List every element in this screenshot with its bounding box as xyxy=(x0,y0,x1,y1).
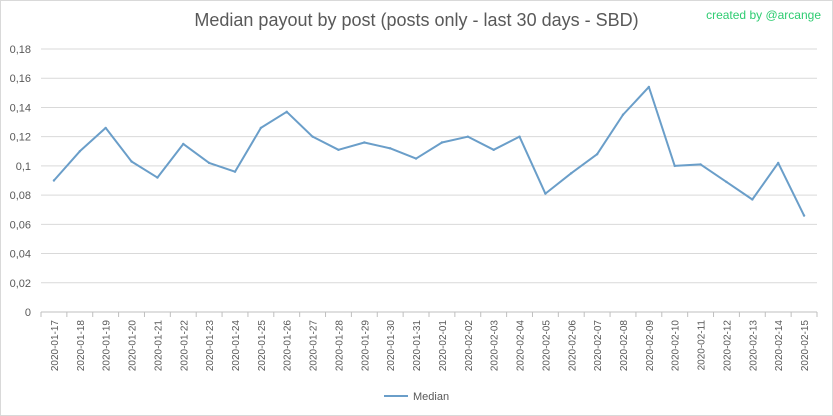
data-point xyxy=(233,170,237,173)
x-tick-label: 2020-01-24 xyxy=(231,320,242,372)
data-point xyxy=(337,148,340,152)
data-point xyxy=(777,161,780,165)
x-tick-label: 2020-02-09 xyxy=(645,320,656,372)
y-tick-label: 0,1 xyxy=(16,161,31,173)
data-point xyxy=(156,176,159,179)
data-point xyxy=(544,192,547,195)
data-point xyxy=(725,180,728,184)
data-point xyxy=(182,142,185,146)
data-point xyxy=(492,148,495,152)
y-tick-label: 0,18 xyxy=(10,44,31,56)
data-point xyxy=(311,135,314,138)
y-tick-label: 0,04 xyxy=(10,249,31,261)
data-point xyxy=(647,85,651,89)
x-tick-label: 2020-01-19 xyxy=(102,320,113,372)
x-tick-label: 2020-02-11 xyxy=(697,320,708,371)
x-tick-label: 2020-01-25 xyxy=(257,320,268,372)
x-tick-label: 2020-02-04 xyxy=(516,320,527,372)
data-point xyxy=(802,214,806,217)
series-line-median xyxy=(52,85,806,217)
x-tick-label: 2020-01-22 xyxy=(179,320,190,372)
data-point xyxy=(466,135,469,138)
y-tick-label: 0 xyxy=(25,307,31,319)
data-point xyxy=(389,147,392,150)
x-tick-label: 2020-02-06 xyxy=(567,320,578,372)
data-point xyxy=(363,141,366,144)
data-point xyxy=(104,126,107,130)
x-tick-label: 2020-02-14 xyxy=(774,320,785,372)
data-point xyxy=(518,135,521,138)
x-tick-label: 2020-02-08 xyxy=(619,320,630,372)
x-tick-label: 2020-02-03 xyxy=(490,320,501,372)
data-point xyxy=(673,164,676,168)
x-tick-label: 2020-02-01 xyxy=(438,320,449,372)
chart-credit: created by @arcange xyxy=(706,8,821,22)
x-tick-label: 2020-01-20 xyxy=(128,320,139,372)
x-tick-label: 2020-02-12 xyxy=(722,320,733,372)
x-tick-label: 2020-02-13 xyxy=(748,320,759,372)
x-tick-label: 2020-01-21 xyxy=(153,320,164,372)
y-tick-label: 0,02 xyxy=(10,278,31,290)
data-point xyxy=(440,141,444,144)
x-tick-label: 2020-02-07 xyxy=(593,320,604,372)
x-tick-label: 2020-01-29 xyxy=(360,320,371,372)
x-tick-label: 2020-01-17 xyxy=(50,320,61,372)
x-tick-label: 2020-01-27 xyxy=(309,320,320,372)
y-tick-label: 0,06 xyxy=(10,219,31,231)
data-point xyxy=(259,126,263,130)
y-tick-label: 0,16 xyxy=(10,73,31,85)
x-tick-label: 2020-01-23 xyxy=(205,320,216,372)
x-tick-label: 2020-02-05 xyxy=(541,320,552,372)
legend-label: Median xyxy=(413,391,449,403)
data-point xyxy=(414,157,418,160)
data-point xyxy=(699,163,702,166)
data-point xyxy=(285,110,288,114)
data-point xyxy=(570,171,573,175)
x-tick-label: 2020-01-18 xyxy=(76,320,87,372)
x-tick-label: 2020-01-26 xyxy=(283,320,294,372)
data-point xyxy=(130,160,133,163)
x-tick-label: 2020-02-15 xyxy=(800,320,811,372)
data-point xyxy=(621,113,625,116)
y-tick-label: 0,08 xyxy=(10,190,31,202)
data-point xyxy=(52,179,56,182)
data-point xyxy=(595,153,599,156)
x-tick-label: 2020-01-31 xyxy=(412,320,423,372)
y-tick-label: 0,12 xyxy=(10,132,31,144)
x-tick-label: 2020-01-30 xyxy=(386,320,397,372)
data-point xyxy=(207,161,211,165)
x-tick-label: 2020-02-10 xyxy=(671,320,682,372)
data-point xyxy=(78,150,82,153)
x-tick-label: 2020-01-28 xyxy=(334,320,345,372)
data-point xyxy=(751,198,754,201)
x-tick-label: 2020-02-02 xyxy=(464,320,475,372)
chart-title: Median payout by post (posts only - last… xyxy=(194,10,639,30)
y-tick-label: 0,14 xyxy=(10,102,31,114)
